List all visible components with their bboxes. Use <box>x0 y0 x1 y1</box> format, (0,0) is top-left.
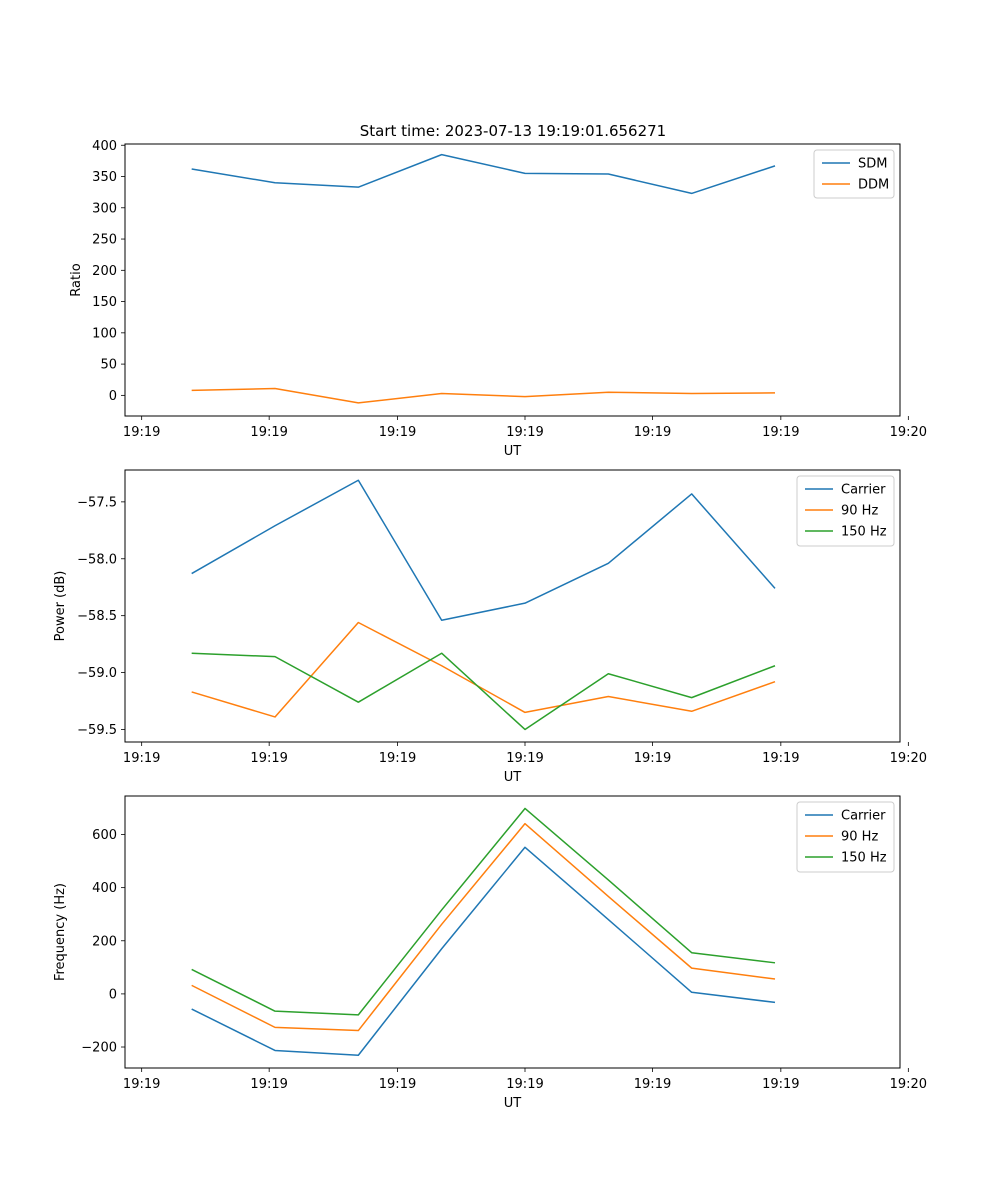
legend-label-150-hz: 150 Hz <box>841 525 887 540</box>
legend: Carrier 90 Hz 150 Hz <box>796 475 895 547</box>
legend-label-90-hz: 90 Hz <box>841 504 878 519</box>
y-tick-label: −57.5 <box>77 495 117 510</box>
legend-label-90-hz: 90 Hz <box>841 830 878 845</box>
series-line-150-hz <box>191 807 776 1016</box>
x-tick-label: 19:19 <box>762 1077 799 1092</box>
legend-label-150-hz: 150 Hz <box>841 851 887 866</box>
x-tick-label: 19:19 <box>123 425 160 440</box>
series-line-sdm <box>191 153 776 195</box>
x-tick-label: 19:20 <box>890 751 927 766</box>
x-axis-label: UT <box>504 444 522 459</box>
x-tick-label: 19:19 <box>634 751 671 766</box>
y-tick-label: −200 <box>81 1041 117 1056</box>
x-tick-label: 19:20 <box>890 1077 927 1092</box>
legend-label-carrier: Carrier <box>841 809 886 824</box>
figure-title: Start time: 2023-07-13 19:19:01.656271 <box>360 122 666 140</box>
legend-label-ddm: DDM <box>858 178 889 193</box>
x-tick-label: 19:19 <box>379 751 416 766</box>
x-tick-label: 19:19 <box>506 1077 543 1092</box>
x-tick-label: 19:19 <box>506 425 543 440</box>
legend-box <box>796 801 895 873</box>
y-tick-label: −59.0 <box>77 666 117 681</box>
y-tick-label: 150 <box>92 295 117 310</box>
x-tick-label: 19:20 <box>890 425 927 440</box>
x-tick-label: 19:19 <box>250 425 287 440</box>
x-tick-label: 19:19 <box>634 425 671 440</box>
y-axis-label: Ratio <box>69 263 84 296</box>
plot-frame <box>124 469 901 743</box>
y-axis-label: Power (dB) <box>53 571 68 642</box>
y-tick-label: 400 <box>92 139 117 154</box>
legend-label-sdm: SDM <box>858 157 887 172</box>
y-tick-label: 100 <box>92 326 117 341</box>
y-tick-label: 200 <box>92 264 117 279</box>
series-line-90-hz <box>191 621 776 718</box>
y-tick-label: 600 <box>92 828 117 843</box>
x-tick-label: 19:19 <box>379 1077 416 1092</box>
chart-panel-2: 19:19 19:19 19:19 19:19 19:19 19:19 19:20 −59.5… <box>53 469 927 785</box>
x-tick-label: 19:19 <box>250 751 287 766</box>
y-tick-label: −58.5 <box>77 609 117 624</box>
y-tick-label: 350 <box>92 170 117 185</box>
series-line-carrier <box>191 846 776 1056</box>
x-tick-label: 19:19 <box>634 1077 671 1092</box>
x-tick-label: 19:19 <box>123 1077 160 1092</box>
x-tick-label: 19:19 <box>379 425 416 440</box>
y-tick-label: 400 <box>92 881 117 896</box>
y-tick-label: 0 <box>109 987 117 1002</box>
x-axis-label: UT <box>504 770 522 785</box>
x-tick-label: 19:19 <box>123 751 160 766</box>
legend-box <box>796 475 895 547</box>
chart-panel-1: 19:19 19:19 19:19 19:19 19:19 19:19 19:20 0 50 10… <box>69 139 927 459</box>
x-axis-label: UT <box>504 1096 522 1111</box>
legend: Carrier 90 Hz 150 Hz <box>796 801 895 873</box>
legend: SDM DDM <box>813 149 895 199</box>
series-line-ddm <box>191 387 776 404</box>
subplots: 19:19 19:19 19:19 19:19 19:19 19:19 19:20 0 50 10… <box>53 139 927 1111</box>
x-tick-label: 19:19 <box>506 751 543 766</box>
series-line-90-hz <box>191 822 776 1032</box>
series-line-150-hz <box>191 652 776 731</box>
plot-frame <box>124 143 901 417</box>
x-tick-label: 19:19 <box>250 1077 287 1092</box>
y-axis-label: Frequency (Hz) <box>53 883 68 981</box>
y-tick-label: −58.0 <box>77 552 117 567</box>
legend-label-carrier: Carrier <box>841 483 886 498</box>
x-tick-label: 19:19 <box>762 751 799 766</box>
plot-frame <box>124 795 901 1069</box>
y-tick-label: −59.5 <box>77 723 117 738</box>
y-tick-label: 250 <box>92 233 117 248</box>
y-tick-label: 200 <box>92 934 117 949</box>
y-tick-label: 50 <box>100 358 117 373</box>
x-tick-label: 19:19 <box>762 425 799 440</box>
legend-box <box>813 149 895 199</box>
y-tick-label: 0 <box>109 389 117 404</box>
y-tick-label: 300 <box>92 201 117 216</box>
series-line-carrier <box>191 479 776 621</box>
chart-panel-3: 19:19 19:19 19:19 19:19 19:19 19:19 19:20 −200 0… <box>53 795 927 1111</box>
